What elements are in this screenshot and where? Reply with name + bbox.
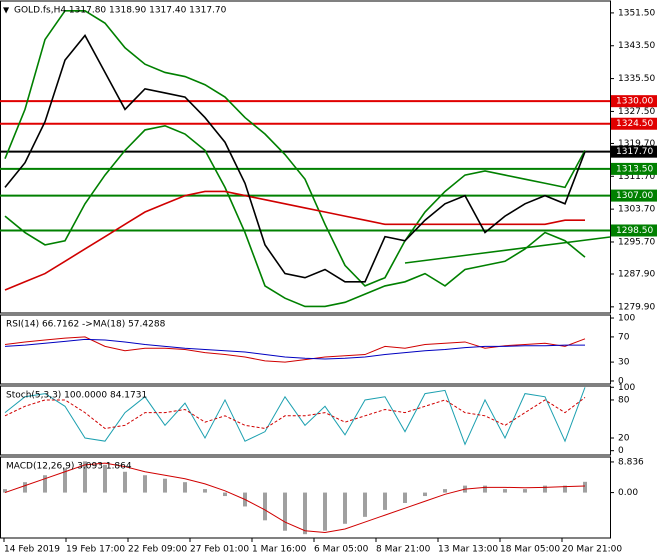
y-tick-label: 20: [618, 434, 630, 444]
series-line: [4, 397, 586, 430]
panel-plot: [0, 10, 610, 308]
y-tick-label: 0: [618, 376, 624, 386]
histogram-bar: [323, 492, 327, 531]
y-tick-label: 0: [618, 446, 624, 456]
series-line: [4, 338, 585, 360]
y-tick-label: 1351.50: [618, 8, 655, 18]
x-tick-label: 13 Mar 13:00: [438, 545, 498, 555]
panel-frame: [0, 314, 611, 385]
histogram-bar: [563, 485, 567, 493]
panel-plot: [4, 336, 586, 363]
x-tick-label: 18 Mar 05:00: [500, 545, 560, 555]
panel-plot: [3, 461, 587, 535]
histogram-bar: [123, 471, 127, 493]
histogram-bar: [163, 478, 167, 493]
y-tick-label: 1319.70: [618, 139, 655, 149]
histogram-bar: [443, 489, 447, 493]
histogram-bar: [83, 461, 87, 493]
y-tick-label: 1287.90: [618, 270, 655, 280]
histogram-bar: [363, 492, 367, 517]
level-label: 1317.70: [616, 147, 653, 157]
x-tick-label: 27 Feb 01:00: [190, 545, 249, 555]
y-tick-label: 1327.50: [618, 107, 655, 117]
y-tick-label: 0.00: [618, 488, 638, 498]
y-tick-label: 100: [618, 383, 635, 393]
level-label-box: [611, 145, 657, 158]
level-label: 1330.00: [616, 97, 653, 107]
level-label: 1324.50: [616, 119, 653, 129]
panel-title: MACD(12,26,9) 3.093 1.864: [6, 462, 132, 472]
histogram-bar: [343, 492, 347, 524]
series-line: [4, 462, 586, 533]
x-tick-label: 22 Feb 09:00: [128, 545, 187, 555]
x-tick-label: 1 Mar 16:00: [252, 545, 307, 555]
histogram-bar: [383, 492, 387, 510]
x-tick-label: 20 Mar 21:00: [562, 545, 622, 555]
y-tick-label: 100: [618, 314, 635, 324]
y-tick-label: 1303.70: [618, 205, 655, 215]
histogram-bar: [223, 492, 227, 497]
histogram-bar: [43, 475, 47, 493]
histogram-bar: [403, 492, 407, 503]
y-tick-label: 70: [618, 332, 630, 342]
level-label-box: [611, 189, 657, 202]
histogram-bar: [283, 492, 287, 531]
x-tick-label: 14 Feb 2019: [4, 545, 60, 555]
series-line: [4, 190, 585, 291]
level-label: 1307.00: [616, 191, 653, 201]
panel-title: GOLD.fs,H4 1317.80 1318.90 1317.40 1317.…: [14, 6, 227, 16]
histogram-bar: [503, 489, 507, 493]
level-label: 1298.50: [616, 226, 653, 236]
level-label-box: [611, 95, 657, 108]
series-line: [4, 336, 586, 363]
histogram-bar: [3, 489, 7, 493]
histogram-bar: [23, 482, 27, 493]
panel-title: RSI(14) 66.7162 ->MA(18) 57.4288: [6, 320, 166, 330]
histogram-bar: [263, 492, 267, 521]
y-tick-label: 1335.50: [618, 74, 655, 84]
y-tick-label: 1279.90: [618, 302, 655, 312]
trend-line: [404, 236, 611, 264]
y-tick-label: 1343.50: [618, 41, 655, 51]
y-tick-label: 30: [618, 358, 630, 368]
symbol-marker: ▼: [3, 6, 10, 15]
histogram-bar: [143, 475, 147, 493]
histogram-bar: [543, 485, 547, 493]
panel-frame: [0, 456, 611, 539]
histogram-bar: [203, 489, 207, 493]
level-label: 1313.50: [616, 164, 653, 174]
panel-frame: [0, 385, 611, 456]
panel-title: Stoch(5,3,3) 100.0000 84.1731: [6, 391, 147, 401]
histogram-bar: [183, 482, 187, 493]
x-tick-label: 19 Feb 17:00: [66, 545, 125, 555]
histogram-bar: [423, 492, 427, 497]
x-tick-label: 6 Mar 05:00: [314, 545, 369, 555]
y-tick-label: 1295.70: [618, 237, 655, 247]
histogram-bar: [583, 481, 587, 493]
level-label-box: [611, 117, 657, 130]
histogram-bar: [523, 489, 527, 493]
series-line: [4, 10, 586, 287]
histogram-bar: [63, 468, 67, 493]
histogram-bar: [483, 485, 487, 493]
level-label-box: [611, 224, 657, 237]
level-label-box: [611, 162, 657, 175]
series-line: [4, 387, 586, 446]
histogram-bar: [303, 492, 307, 535]
panel-frame: [0, 0, 611, 314]
y-tick-label: 8.836: [618, 457, 644, 467]
histogram-bar: [103, 464, 107, 493]
series-line: [4, 34, 586, 283]
y-tick-label: 1311.70: [618, 172, 655, 182]
y-tick-label: 80: [618, 395, 630, 405]
x-tick-label: 8 Mar 21:00: [376, 545, 431, 555]
series-line: [4, 124, 586, 308]
panel-plot: [4, 387, 586, 446]
